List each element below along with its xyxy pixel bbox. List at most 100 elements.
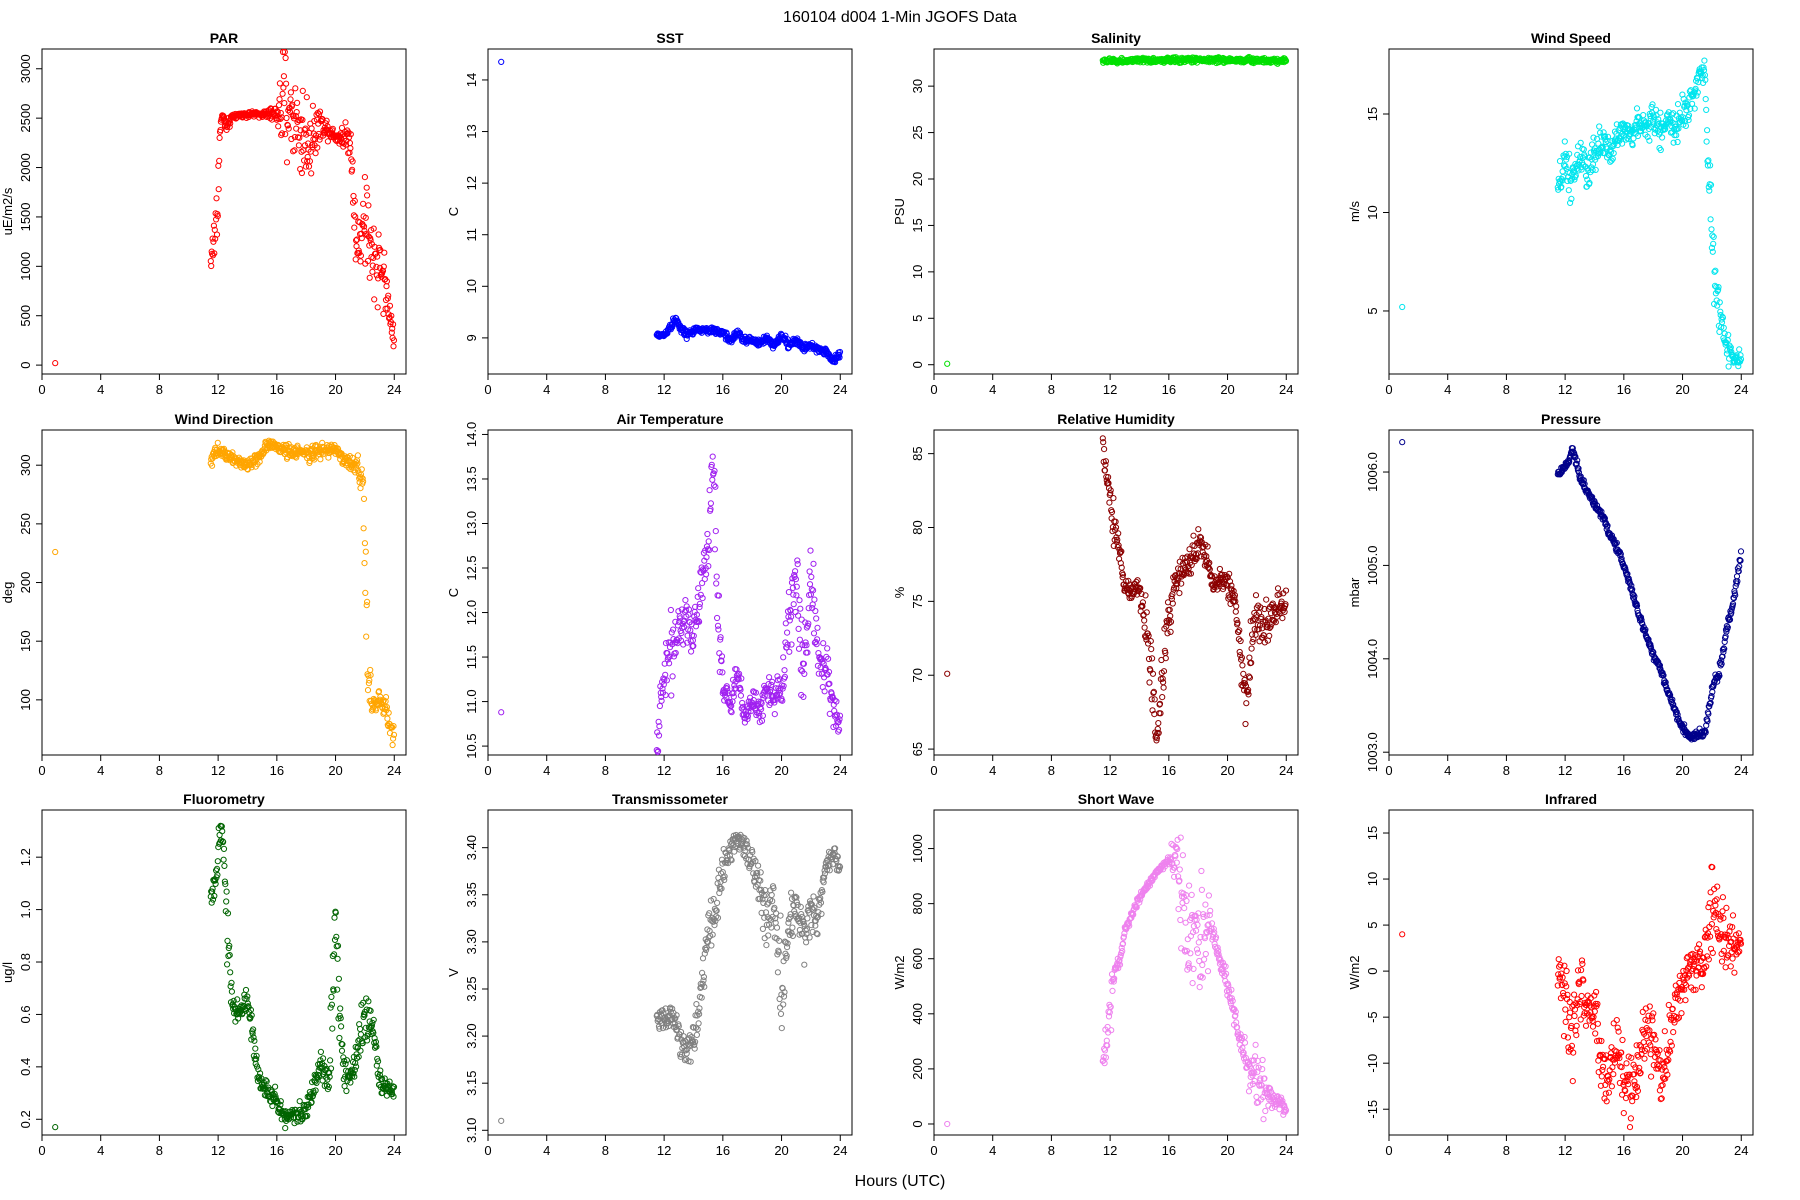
- data-point: [696, 600, 704, 608]
- data-point: [723, 694, 730, 702]
- data-point: [1173, 585, 1180, 592]
- data-point: [682, 1047, 690, 1054]
- data-point: [285, 125, 292, 132]
- data-point: [1680, 95, 1687, 103]
- data-point: [1242, 720, 1249, 728]
- data-point: [338, 124, 346, 132]
- data-point: [1099, 435, 1106, 442]
- data-point: [1186, 546, 1193, 553]
- data-point: [714, 622, 722, 629]
- y-tick-label: 3.35: [464, 882, 479, 907]
- data-point: [771, 711, 778, 718]
- data-point: [684, 639, 691, 646]
- data-point: [277, 1098, 284, 1105]
- y-axis-label: W/m2: [1347, 956, 1362, 990]
- data-point: [710, 895, 717, 903]
- data-point: [331, 951, 338, 958]
- data-point: [737, 686, 744, 693]
- data-point: [1663, 683, 1670, 690]
- y-tick-label: 1.2: [18, 848, 33, 866]
- data-point: [279, 90, 286, 97]
- data-point: [1261, 605, 1268, 613]
- data-point: [1266, 632, 1273, 640]
- x-tick-label: 20: [774, 382, 788, 397]
- data-point: [1155, 729, 1162, 737]
- y-tick-label: 250: [18, 513, 33, 535]
- data-point: [498, 1117, 505, 1124]
- data-point: [1647, 112, 1654, 120]
- x-tick-label: 8: [156, 763, 163, 778]
- data-point: [662, 671, 669, 678]
- data-point: [357, 1031, 364, 1038]
- x-tick-label: 16: [1162, 1143, 1176, 1158]
- data-point: [360, 478, 367, 485]
- data-point: [704, 938, 712, 946]
- data-point: [296, 1098, 303, 1105]
- data-point: [1655, 659, 1662, 666]
- data-point: [714, 914, 722, 921]
- data-point: [1596, 123, 1603, 130]
- data-point: [1263, 596, 1270, 603]
- x-tick-label: 16: [270, 1143, 284, 1158]
- x-tick-label: 4: [97, 382, 104, 397]
- data-point: [230, 997, 237, 1004]
- data-point: [336, 1034, 343, 1042]
- data-point: [389, 741, 396, 749]
- y-tick-label: 15: [1365, 107, 1380, 121]
- data-point: [1202, 901, 1209, 908]
- data-point: [789, 932, 797, 940]
- data-point: [363, 1006, 370, 1013]
- data-point: [758, 909, 765, 917]
- data-point: [1629, 142, 1636, 149]
- data-point: [759, 896, 766, 903]
- x-tick-label: 16: [1162, 382, 1176, 397]
- y-axis-label: %: [892, 586, 907, 598]
- data-point: [776, 676, 783, 683]
- data-point: [220, 856, 227, 863]
- data-point: [351, 1067, 358, 1074]
- data-point: [1236, 627, 1243, 634]
- data-point: [1188, 891, 1195, 899]
- data-point: [683, 1050, 690, 1057]
- data-point: [220, 445, 228, 452]
- data-point: [1120, 933, 1128, 940]
- y-tick-label: 12.5: [464, 555, 479, 580]
- data-point: [1208, 573, 1216, 580]
- data-point: [1720, 649, 1727, 656]
- data-point: [1245, 691, 1252, 698]
- data-point: [1662, 125, 1669, 133]
- y-tick-label: 20: [910, 172, 925, 186]
- data-point: [724, 852, 731, 859]
- data-point: [223, 898, 230, 905]
- data-point: [344, 130, 351, 137]
- y-tick-label: 14.0: [464, 422, 479, 447]
- data-point: [226, 123, 233, 130]
- data-point: [806, 898, 814, 905]
- x-tick-label: 20: [1675, 1143, 1689, 1158]
- x-tick-label: 16: [716, 763, 730, 778]
- data-point: [836, 351, 843, 358]
- data-point: [1115, 542, 1122, 549]
- data-point: [1644, 133, 1651, 140]
- data-point: [1399, 931, 1406, 938]
- data-point: [795, 612, 802, 619]
- data-point: [687, 1058, 694, 1065]
- data-point: [1613, 539, 1620, 547]
- data-point: [1646, 137, 1653, 144]
- data-point: [375, 1058, 382, 1065]
- data-point: [723, 683, 730, 690]
- data-point: [1266, 624, 1273, 632]
- data-point: [768, 924, 775, 931]
- data-point: [244, 1000, 251, 1007]
- data-point: [1177, 834, 1184, 841]
- data-point: [334, 942, 342, 949]
- data-point: [656, 723, 663, 730]
- data-point: [797, 605, 804, 612]
- y-tick-label: 80: [910, 520, 925, 534]
- data-point: [777, 1010, 785, 1018]
- data-point: [1136, 899, 1143, 906]
- data-point: [213, 865, 221, 873]
- data-point: [693, 1031, 701, 1039]
